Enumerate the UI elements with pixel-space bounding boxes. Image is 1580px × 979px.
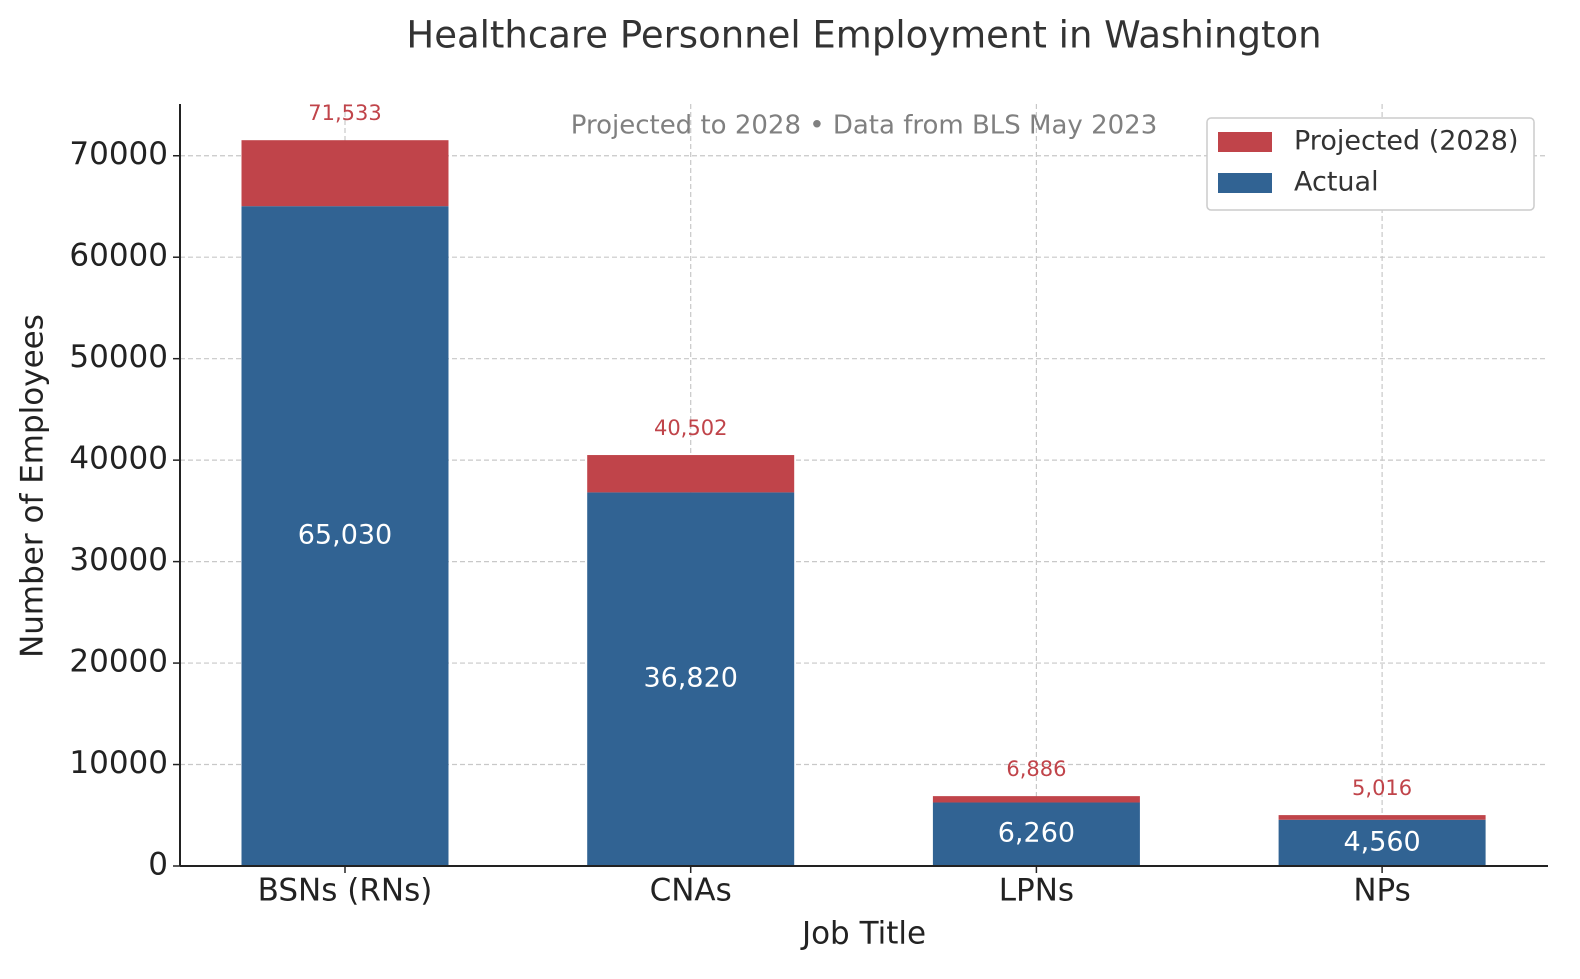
bar-segment [241, 206, 449, 866]
y-tick-label: 0 [148, 847, 168, 883]
bar-segment [1278, 819, 1486, 866]
x-tick-label: LPNs [999, 873, 1074, 909]
y-tick-label: 30000 [69, 542, 168, 578]
total-label: 6,886 [1006, 757, 1066, 781]
y-tick-label: 70000 [69, 136, 168, 172]
y-tick-label: 40000 [69, 441, 168, 477]
x-axis-label: Job Title [800, 916, 926, 952]
y-tick-label: 10000 [69, 745, 168, 781]
legend-box [1206, 117, 1535, 211]
value-label: 65,030 [298, 520, 392, 551]
y-tick-label: 60000 [69, 238, 168, 274]
bar-segment [587, 455, 795, 493]
subtitle: Projected to 2028 • Data from BLS May 20… [571, 111, 1158, 141]
bar-segment [587, 492, 795, 866]
bar-segment [1278, 815, 1486, 820]
bar-segment [932, 796, 1140, 803]
value-label: 36,820 [643, 663, 737, 694]
x-tick-label: NPs [1353, 873, 1411, 909]
chart-title: Healthcare Personnel Employment in Washi… [406, 14, 1321, 57]
legend-swatch [1218, 132, 1272, 152]
value-label: 6,260 [998, 818, 1075, 849]
x-tick-label: BSNs (RNs) [258, 873, 433, 909]
legend-label: Projected (2028) [1294, 126, 1519, 157]
bar-segment [241, 140, 449, 207]
y-axis-label: Number of Employees [15, 314, 51, 658]
legend: Projected (2028) Actual [1206, 117, 1535, 211]
total-label: 71,533 [308, 101, 381, 125]
total-label: 40,502 [654, 416, 727, 440]
legend-label: Actual [1294, 167, 1379, 198]
x-tick-label: CNAs [650, 873, 732, 909]
bar-segment [932, 802, 1140, 866]
y-tick-label: 20000 [69, 644, 168, 680]
legend-swatch [1218, 173, 1272, 193]
value-label: 4,560 [1343, 826, 1420, 857]
y-tick-label: 50000 [69, 339, 168, 375]
total-label: 5,016 [1352, 776, 1412, 800]
